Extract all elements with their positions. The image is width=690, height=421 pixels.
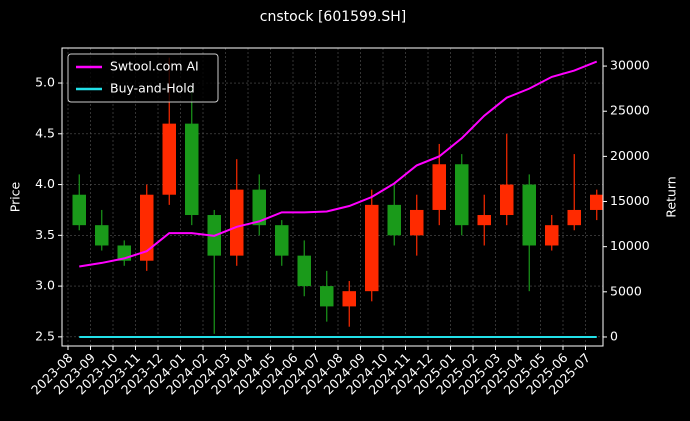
candle-body	[387, 204, 401, 236]
legend-label: Swtool.com AI	[110, 59, 199, 74]
y2-tick-label: 5000	[610, 283, 642, 298]
y-tick-label: 5.0	[35, 75, 55, 90]
candle-body	[477, 215, 491, 226]
y2-tick-label: 20000	[610, 148, 650, 163]
y-axis-label: Price	[8, 181, 23, 212]
y-tick-label: 3.5	[35, 227, 55, 242]
y2-tick-label: 30000	[610, 58, 650, 73]
candle-body	[590, 194, 604, 210]
candle-body	[185, 123, 199, 216]
candle-body	[522, 184, 536, 246]
line-series	[79, 60, 598, 268]
y-tick-label: 4.5	[35, 125, 55, 140]
candle-body	[567, 209, 581, 226]
candle-body	[320, 286, 334, 307]
candle-body	[500, 184, 514, 216]
candle-body	[230, 189, 244, 256]
candle-body	[162, 123, 176, 195]
y-tick-label: 2.5	[35, 328, 55, 343]
candle-body	[410, 209, 424, 236]
legend-box	[67, 53, 219, 103]
y2-tick-label: 15000	[610, 193, 650, 208]
y2-tick-label: 25000	[610, 103, 650, 118]
y2-tick-label: 10000	[610, 238, 650, 253]
candle-body	[432, 164, 446, 210]
y-tick-label: 4.0	[35, 176, 55, 191]
y2-axis-label: Return	[664, 176, 679, 217]
candle-body	[252, 189, 266, 226]
y2-tick-label: 0	[610, 328, 618, 343]
candle-body	[72, 194, 86, 226]
candle-body	[365, 204, 379, 292]
chart-title: cnstock [601599.SH]	[260, 9, 406, 25]
candle-body	[455, 164, 469, 226]
candle-body	[342, 291, 356, 307]
candle-body	[275, 225, 289, 256]
legend-label: Buy-and-Hold	[110, 81, 195, 96]
candle-body	[545, 225, 559, 246]
candle-body	[95, 225, 109, 246]
y-tick-label: 3.0	[35, 278, 55, 293]
plot-frame	[61, 47, 604, 347]
candle-body	[297, 255, 311, 287]
candle-body	[140, 194, 154, 261]
